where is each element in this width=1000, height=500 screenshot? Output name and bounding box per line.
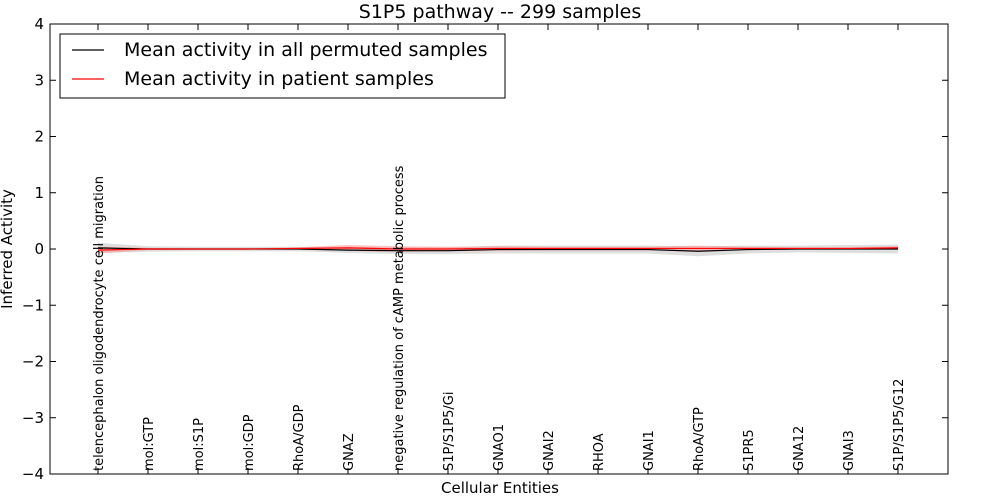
y-axis: 4 3 2 1 0 −1 −2 −3 −4 [22,15,948,483]
category-label: S1P/S1P5/G12 [892,379,907,471]
y-tick-label: 0 [34,240,44,258]
category-label: negative regulation of cAMP metabolic pr… [392,165,407,471]
category-label: RHOA [592,433,607,471]
category-label: GNA12 [792,426,807,471]
category-label: RhoA/GTP [692,407,707,471]
y-tick-label: 4 [34,15,44,33]
y-tick-label: 1 [34,184,44,202]
category-label: mol:S1P [192,418,207,471]
legend-label-patient: Mean activity in patient samples [124,68,434,90]
legend-box [59,33,506,99]
category-label: GNAO1 [492,424,507,471]
category-label: GNAI3 [842,430,857,471]
y-tick-label: 2 [34,128,44,146]
category-label: mol:GTP [142,417,157,471]
category-label: S1PR5 [742,429,757,471]
legend: Mean activity in all permuted samples Me… [59,33,506,99]
y-axis-title: Inferred Activity [0,189,16,309]
category-label: S1P/S1P5/Gi [442,392,457,471]
chart-title: S1P5 pathway -- 299 samples [359,1,641,23]
category-label: mol:GDP [242,414,257,471]
y-tick-label: −2 [22,353,44,371]
y-tick-label: −4 [22,465,44,483]
y-tick-label: −3 [22,409,44,427]
line-patient [97,247,899,251]
series-lines [97,247,899,252]
category-label: telencephalon oligodendrocyte cell migra… [92,176,107,471]
legend-label-permuted: Mean activity in all permuted samples [124,39,487,61]
category-label: GNAI1 [642,430,657,471]
category-label: GNAI2 [542,430,557,471]
category-labels: telencephalon oligodendrocyte cell migra… [92,165,907,471]
category-label: RhoA/GDP [292,404,307,471]
y-tick-label: −1 [22,296,44,314]
y-tick-label: 3 [34,71,44,89]
x-axis [97,24,899,474]
category-label: GNAZ [342,433,357,471]
x-axis-title: Cellular Entities [441,479,559,497]
